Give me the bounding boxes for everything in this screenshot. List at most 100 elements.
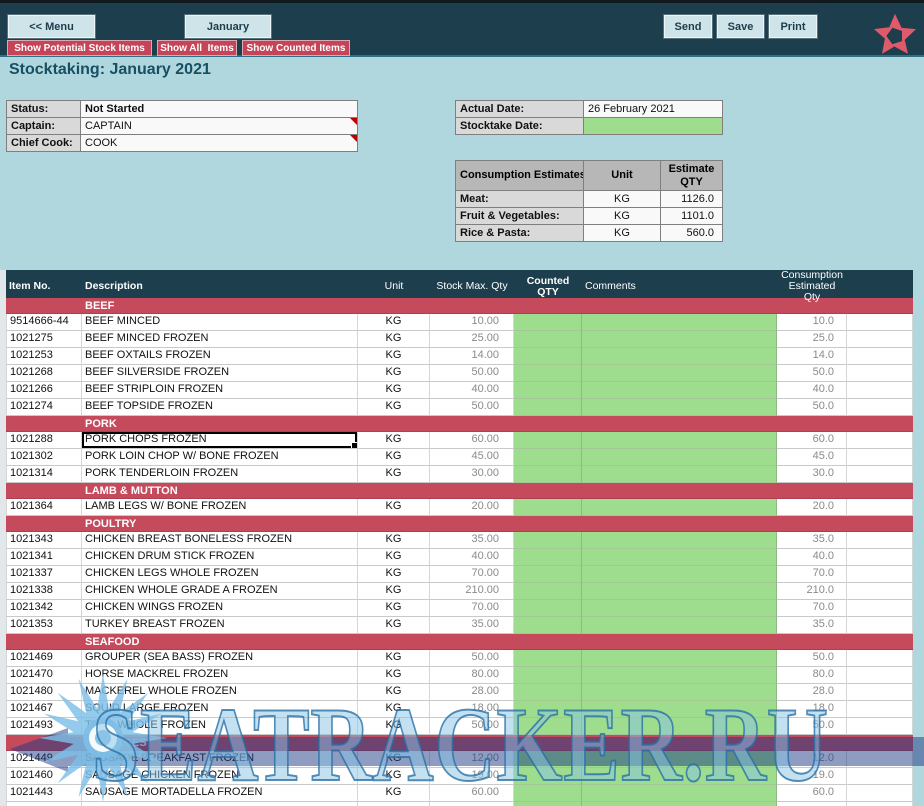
stock-max-qty-cell[interactable]: 70.00 <box>430 600 514 617</box>
unit-cell[interactable]: KG <box>358 449 430 466</box>
menu-button[interactable]: << Menu <box>8 15 95 38</box>
description-cell[interactable]: BEEF TOPSIDE FROZEN <box>82 399 358 416</box>
description-cell[interactable]: CHICKEN WHOLE GRADE A FROZEN <box>82 583 358 600</box>
description-cell[interactable]: SAUSAGE BREAKFAST FROZEN <box>82 751 358 768</box>
comments-input-cell[interactable] <box>582 331 777 348</box>
item-no-cell[interactable]: 1021480 <box>6 684 82 701</box>
stock-max-qty-cell[interactable]: 35.00 <box>430 532 514 549</box>
spare-cell[interactable] <box>847 600 913 617</box>
stock-max-qty-cell[interactable]: 60.00 <box>430 785 514 802</box>
unit-cell[interactable]: KG <box>358 499 430 516</box>
description-cell[interactable]: TURKEY BREAST FROZEN <box>82 617 358 634</box>
spare-cell[interactable] <box>847 365 913 382</box>
unit-cell[interactable]: KG <box>358 331 430 348</box>
consumption-estimated-qty-cell[interactable]: 18.0 <box>777 701 847 718</box>
unit-cell[interactable]: KG <box>358 600 430 617</box>
counted-qty-input-cell[interactable] <box>514 399 582 416</box>
comments-input-cell[interactable] <box>582 348 777 365</box>
description-cell[interactable]: LAMB LEGS W/ BONE FROZEN <box>82 499 358 516</box>
counted-qty-input-cell[interactable] <box>514 549 582 566</box>
description-cell[interactable]: TUNA WHOLE FROZEN <box>82 718 358 735</box>
show-potential-stock-items-button[interactable]: Show Potential Stock Items <box>7 40 152 56</box>
consumption-estimated-qty-cell[interactable]: 30.0 <box>777 466 847 483</box>
spare-cell[interactable] <box>847 499 913 516</box>
spare-cell[interactable] <box>847 466 913 483</box>
stock-max-qty-cell[interactable]: 14.00 <box>430 348 514 365</box>
description-cell[interactable] <box>82 802 358 806</box>
description-cell[interactable]: MACKEREL WHOLE FROZEN <box>82 684 358 701</box>
stock-max-qty-cell[interactable]: 40.00 <box>430 382 514 399</box>
stock-max-qty-cell[interactable]: 50.00 <box>430 399 514 416</box>
consumption-estimated-qty-cell[interactable]: 19.0 <box>777 768 847 785</box>
description-cell[interactable]: GROUPER (SEA BASS) FROZEN <box>82 650 358 667</box>
item-no-cell[interactable]: 9514666-44 <box>6 314 82 331</box>
spare-cell[interactable] <box>847 785 913 802</box>
unit-cell[interactable]: KG <box>358 399 430 416</box>
spare-cell[interactable] <box>847 751 913 768</box>
stock-max-qty-cell[interactable]: 12.00 <box>430 751 514 768</box>
actual-date-value[interactable]: 26 February 2021 <box>584 101 723 118</box>
consumption-estimated-qty-cell[interactable]: 35.0 <box>777 617 847 634</box>
consumption-estimated-qty-cell[interactable]: 60.0 <box>777 785 847 802</box>
consumption-estimated-qty-cell[interactable]: 50.0 <box>777 365 847 382</box>
unit-cell[interactable]: KG <box>358 650 430 667</box>
comments-input-cell[interactable] <box>582 466 777 483</box>
description-cell[interactable]: BEEF MINCED FROZEN <box>82 331 358 348</box>
description-cell[interactable]: SAUSAGE CHICKEN FROZEN <box>82 768 358 785</box>
comments-input-cell[interactable] <box>582 768 777 785</box>
category-row[interactable]: LAMB & MUTTON <box>6 483 913 499</box>
spare-cell[interactable] <box>847 449 913 466</box>
comments-input-cell[interactable] <box>582 399 777 416</box>
item-no-cell[interactable] <box>6 802 82 806</box>
month-button[interactable]: January <box>185 15 271 38</box>
consumption-estimated-qty-cell[interactable]: 210.0 <box>777 583 847 600</box>
spare-cell[interactable] <box>847 650 913 667</box>
spare-cell[interactable] <box>847 684 913 701</box>
counted-qty-input-cell[interactable] <box>514 583 582 600</box>
description-cell[interactable]: PORK CHOPS FROZEN <box>82 432 358 449</box>
counted-qty-input-cell[interactable] <box>514 667 582 684</box>
consumption-estimated-qty-cell[interactable]: 50.0 <box>777 399 847 416</box>
consumption-estimated-qty-cell[interactable]: 50.0 <box>777 718 847 735</box>
spare-cell[interactable] <box>847 399 913 416</box>
comments-input-cell[interactable] <box>582 684 777 701</box>
category-row[interactable]: SAUSAGES <box>6 735 913 751</box>
description-cell[interactable]: BEEF STRIPLOIN FROZEN <box>82 382 358 399</box>
description-cell[interactable]: CHICKEN DRUM STICK FROZEN <box>82 549 358 566</box>
item-no-cell[interactable]: 1021470 <box>6 667 82 684</box>
item-no-cell[interactable]: 1021443 <box>6 785 82 802</box>
spare-cell[interactable] <box>847 382 913 399</box>
description-cell[interactable]: BEEF MINCED <box>82 314 358 331</box>
spare-cell[interactable] <box>847 701 913 718</box>
counted-qty-input-cell[interactable] <box>514 348 582 365</box>
spare-cell[interactable] <box>847 768 913 785</box>
comments-input-cell[interactable] <box>582 566 777 583</box>
consumption-estimated-qty-cell[interactable]: 10.0 <box>777 314 847 331</box>
counted-qty-input-cell[interactable] <box>514 650 582 667</box>
stock-max-qty-cell[interactable]: 50.00 <box>430 650 514 667</box>
item-no-cell[interactable]: 1021338 <box>6 583 82 600</box>
item-no-cell[interactable]: 1021268 <box>6 365 82 382</box>
counted-qty-input-cell[interactable] <box>514 718 582 735</box>
comments-input-cell[interactable] <box>582 650 777 667</box>
comments-input-cell[interactable] <box>582 667 777 684</box>
counted-qty-input-cell[interactable] <box>514 768 582 785</box>
spare-cell[interactable] <box>847 532 913 549</box>
unit-cell[interactable]: KG <box>358 667 430 684</box>
consumption-estimated-qty-cell[interactable]: 14.0 <box>777 348 847 365</box>
stock-max-qty-cell[interactable]: 35.00 <box>430 617 514 634</box>
unit-cell[interactable] <box>358 802 430 806</box>
item-no-cell[interactable]: 1021337 <box>6 566 82 583</box>
spare-cell[interactable] <box>847 566 913 583</box>
stock-max-qty-cell[interactable]: 28.00 <box>430 684 514 701</box>
spare-cell[interactable] <box>847 718 913 735</box>
counted-qty-input-cell[interactable] <box>514 566 582 583</box>
captain-value[interactable]: CAPTAIN <box>81 118 358 135</box>
item-no-cell[interactable]: 1021341 <box>6 549 82 566</box>
comments-input-cell[interactable] <box>582 802 777 806</box>
comments-input-cell[interactable] <box>582 365 777 382</box>
description-cell[interactable]: BEEF SILVERSIDE FROZEN <box>82 365 358 382</box>
comments-input-cell[interactable] <box>582 314 777 331</box>
unit-cell[interactable]: KG <box>358 768 430 785</box>
comments-input-cell[interactable] <box>582 449 777 466</box>
